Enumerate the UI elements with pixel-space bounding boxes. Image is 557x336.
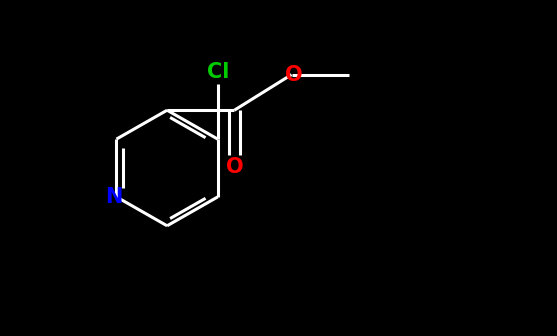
Text: O: O [226,157,243,177]
Text: Cl: Cl [207,61,229,82]
Text: O: O [286,65,303,85]
Text: N: N [105,187,123,207]
